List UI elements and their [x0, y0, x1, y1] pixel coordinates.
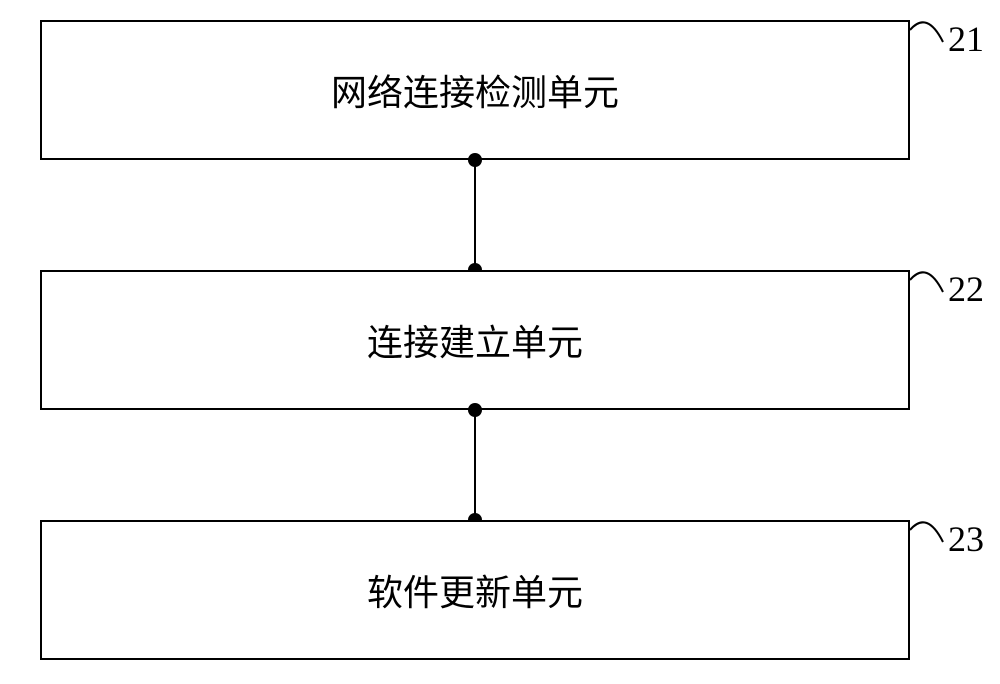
callout-23 — [0, 0, 1000, 684]
ref-23: 23 — [948, 518, 984, 560]
block-diagram: 网络连接检测单元 连接建立单元 软件更新单元 21 22 23 — [0, 0, 1000, 684]
